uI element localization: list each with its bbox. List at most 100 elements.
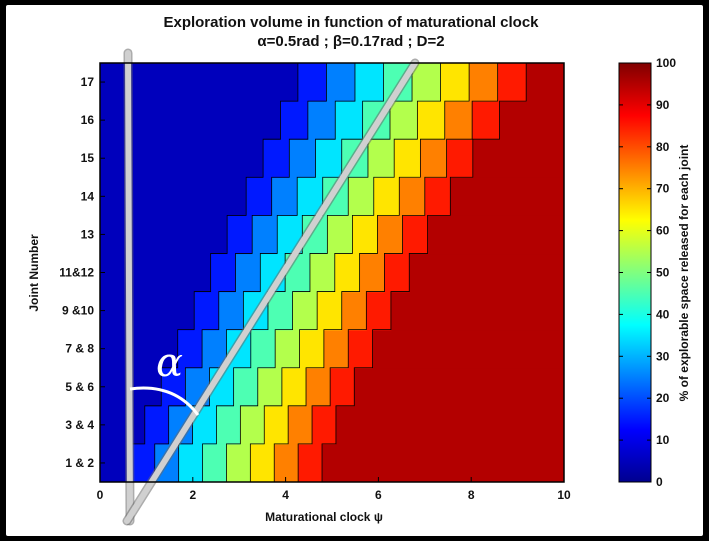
x-tick-label: 2: [189, 488, 196, 502]
heat-cell: [264, 405, 289, 445]
y-tick-label: 3 & 4: [65, 418, 94, 432]
heat-cell: [359, 253, 386, 293]
x-tick-label: 10: [557, 488, 571, 502]
heat-cell: [177, 329, 203, 369]
colorbar-label: % of explorable space released for each …: [677, 145, 691, 402]
x-tick-label: 4: [282, 488, 289, 502]
heat-cell: [409, 253, 564, 293]
contour-line: [321, 63, 527, 482]
colorbar-tick-label: 70: [656, 182, 670, 196]
contour-line: [154, 63, 327, 482]
heat-cell: [326, 63, 356, 102]
heat-cell: [330, 367, 355, 407]
heat-cell: [348, 177, 375, 216]
heatmap-area: [100, 63, 564, 482]
heat-cell: [307, 101, 336, 140]
heat-cell: [227, 215, 253, 255]
colorbar-tick-label: 40: [656, 307, 670, 321]
heat-cell: [323, 329, 349, 369]
heat-cell: [210, 253, 237, 293]
x-tick-label: 0: [97, 488, 104, 502]
heat-cell: [354, 63, 385, 102]
contour-line: [130, 63, 299, 482]
x-axis: 0 2 4 6 8 10: [97, 477, 571, 502]
heat-cell: [100, 63, 299, 102]
heat-cell: [246, 177, 273, 216]
heat-cell: [100, 215, 228, 255]
x-axis-label: Maturational clock ψ: [265, 510, 383, 524]
x-tick-label: 8: [468, 488, 475, 502]
colorbar-tick-label: 0: [656, 475, 663, 489]
chart: Exploration volume in function of matura…: [27, 14, 691, 526]
heat-cell: [100, 291, 195, 331]
alpha-symbol: α: [156, 340, 183, 386]
x-tick-label: 6: [375, 488, 382, 502]
heat-cell: [377, 215, 404, 255]
heat-cell: [202, 443, 228, 482]
heat-cell: [372, 329, 564, 369]
heat-cell: [315, 139, 343, 178]
y-tick-label: 9 &10: [62, 304, 94, 318]
heat-cell: [440, 63, 470, 102]
heat-cell: [472, 101, 501, 140]
heat-cell: [280, 101, 309, 140]
heat-cell: [144, 405, 170, 445]
heat-cell: [352, 215, 379, 255]
heat-cell: [322, 443, 564, 482]
heat-cell: [334, 253, 361, 293]
heat-cell: [263, 139, 290, 178]
y-tick-label: 7 & 8: [65, 342, 94, 356]
heat-cell: [499, 101, 564, 140]
colorbar-tick-label: 80: [656, 140, 670, 154]
heat-cell: [100, 405, 146, 445]
heat-cell: [100, 177, 247, 216]
heat-cell: [446, 139, 474, 178]
colorbar-tick-label: 30: [656, 349, 670, 363]
heat-cell: [335, 405, 564, 445]
heat-cell: [312, 405, 337, 445]
heat-cell: [306, 367, 331, 407]
y-axis: 1 & 2 3 & 4 5 & 6 7 & 8 9 &10 11&12 13 14 15 16 17: [59, 75, 105, 470]
heat-cell: [178, 443, 204, 482]
y-axis-label: Joint Number: [27, 234, 41, 312]
heat-cell: [317, 291, 343, 331]
heat-cell: [394, 139, 421, 178]
y-tick-label: 1 & 2: [65, 456, 94, 470]
heat-cell: [274, 443, 299, 482]
heat-cell: [257, 367, 283, 407]
heat-cell: [250, 329, 276, 369]
heat-cell: [444, 101, 473, 140]
y-tick-label: 16: [81, 113, 95, 127]
heat-cell: [366, 291, 392, 331]
heat-cell: [390, 291, 564, 331]
y-tick-label: 13: [81, 227, 95, 241]
heat-cell: [216, 405, 241, 445]
y-tick-label: 17: [81, 75, 95, 89]
contour-line: [297, 63, 499, 482]
heat-cell: [194, 291, 220, 331]
heat-cell: [424, 177, 451, 216]
contour-line: [226, 63, 413, 482]
y-tick-label: 14: [81, 189, 95, 203]
heat-cell: [297, 63, 328, 102]
heat-cell: [348, 329, 374, 369]
heat-cell: [298, 443, 323, 482]
figure-frame: Exploration volume in function of matura…: [6, 5, 703, 536]
heat-cell: [420, 139, 448, 178]
heat-cell: [450, 177, 564, 216]
heat-cell: [327, 215, 354, 255]
colorbar-tick-label: 20: [656, 391, 670, 405]
heat-cell: [292, 291, 318, 331]
heat-cell: [240, 405, 265, 445]
heat-cell: [218, 291, 244, 331]
heat-cell: [412, 63, 442, 102]
colorbar-tick-label: 60: [656, 224, 670, 238]
heat-cell: [100, 253, 212, 293]
heat-cell: [526, 63, 564, 102]
heat-cell: [497, 63, 527, 102]
colorbar: 0 10 20 30 40 50 60 70 80 90 100: [618, 56, 676, 489]
heat-cell: [469, 63, 499, 102]
heat-cell: [427, 215, 564, 255]
heat-cell: [100, 329, 179, 369]
contour-line: [249, 63, 441, 482]
